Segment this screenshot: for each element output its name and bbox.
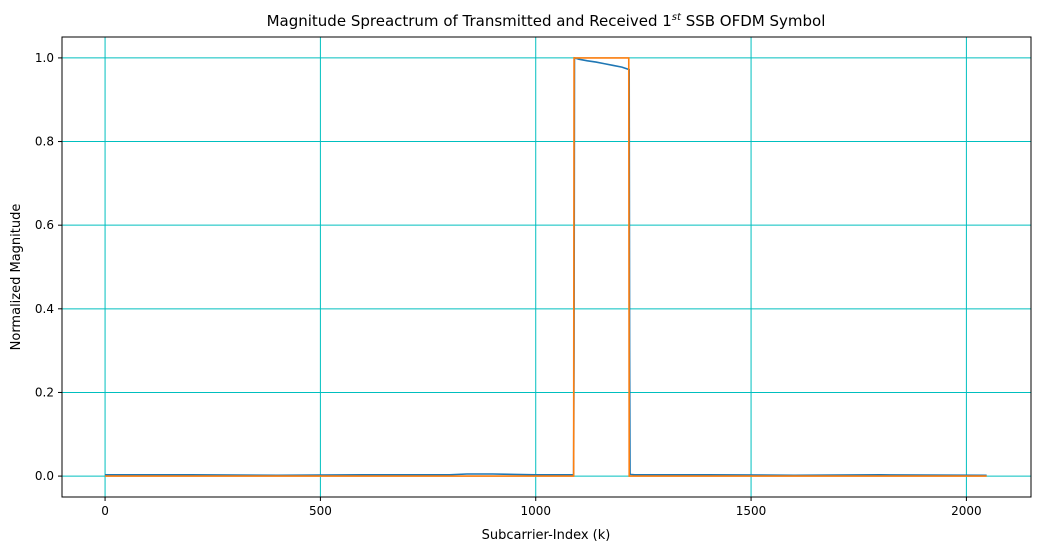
chart-title-superscript: st: [672, 12, 682, 23]
chart-title: Magnitude Spreactrum of Transmitted and …: [267, 12, 826, 30]
plot-area-frame: [61, 36, 1032, 498]
x-tick-label: 2000: [951, 504, 982, 518]
chart-title-suffix: SSB OFDM Symbol: [681, 12, 825, 30]
x-tick-label: 1000: [520, 504, 551, 518]
y-tick-label: 0.4: [35, 302, 54, 316]
chart-title-main: Magnitude Spreactrum of Transmitted and …: [267, 12, 672, 30]
y-tick-label: 0.2: [35, 385, 54, 399]
y-tick-label: 0.6: [35, 218, 54, 232]
y-tick-label: 0.8: [35, 135, 54, 149]
grid: [62, 37, 1031, 497]
y-tick-label: 0.0: [35, 469, 54, 483]
x-axis-ticks: 0 500 1000 1500 2000: [101, 497, 982, 518]
y-axis-label: Normalized Magnitude: [9, 204, 24, 351]
x-axis-label: Subcarrier-Index (k): [482, 528, 611, 543]
x-tick-label: 500: [309, 504, 332, 518]
series-layer: [105, 56, 987, 477]
y-axis-ticks: 0.0 0.2 0.4 0.6 0.8 1.0: [35, 51, 62, 483]
x-tick-label: 1500: [736, 504, 767, 518]
series-line-1: [105, 56, 987, 477]
series-line-2: [105, 57, 987, 477]
y-tick-label: 1.0: [35, 51, 54, 65]
x-tick-label: 0: [101, 504, 109, 518]
